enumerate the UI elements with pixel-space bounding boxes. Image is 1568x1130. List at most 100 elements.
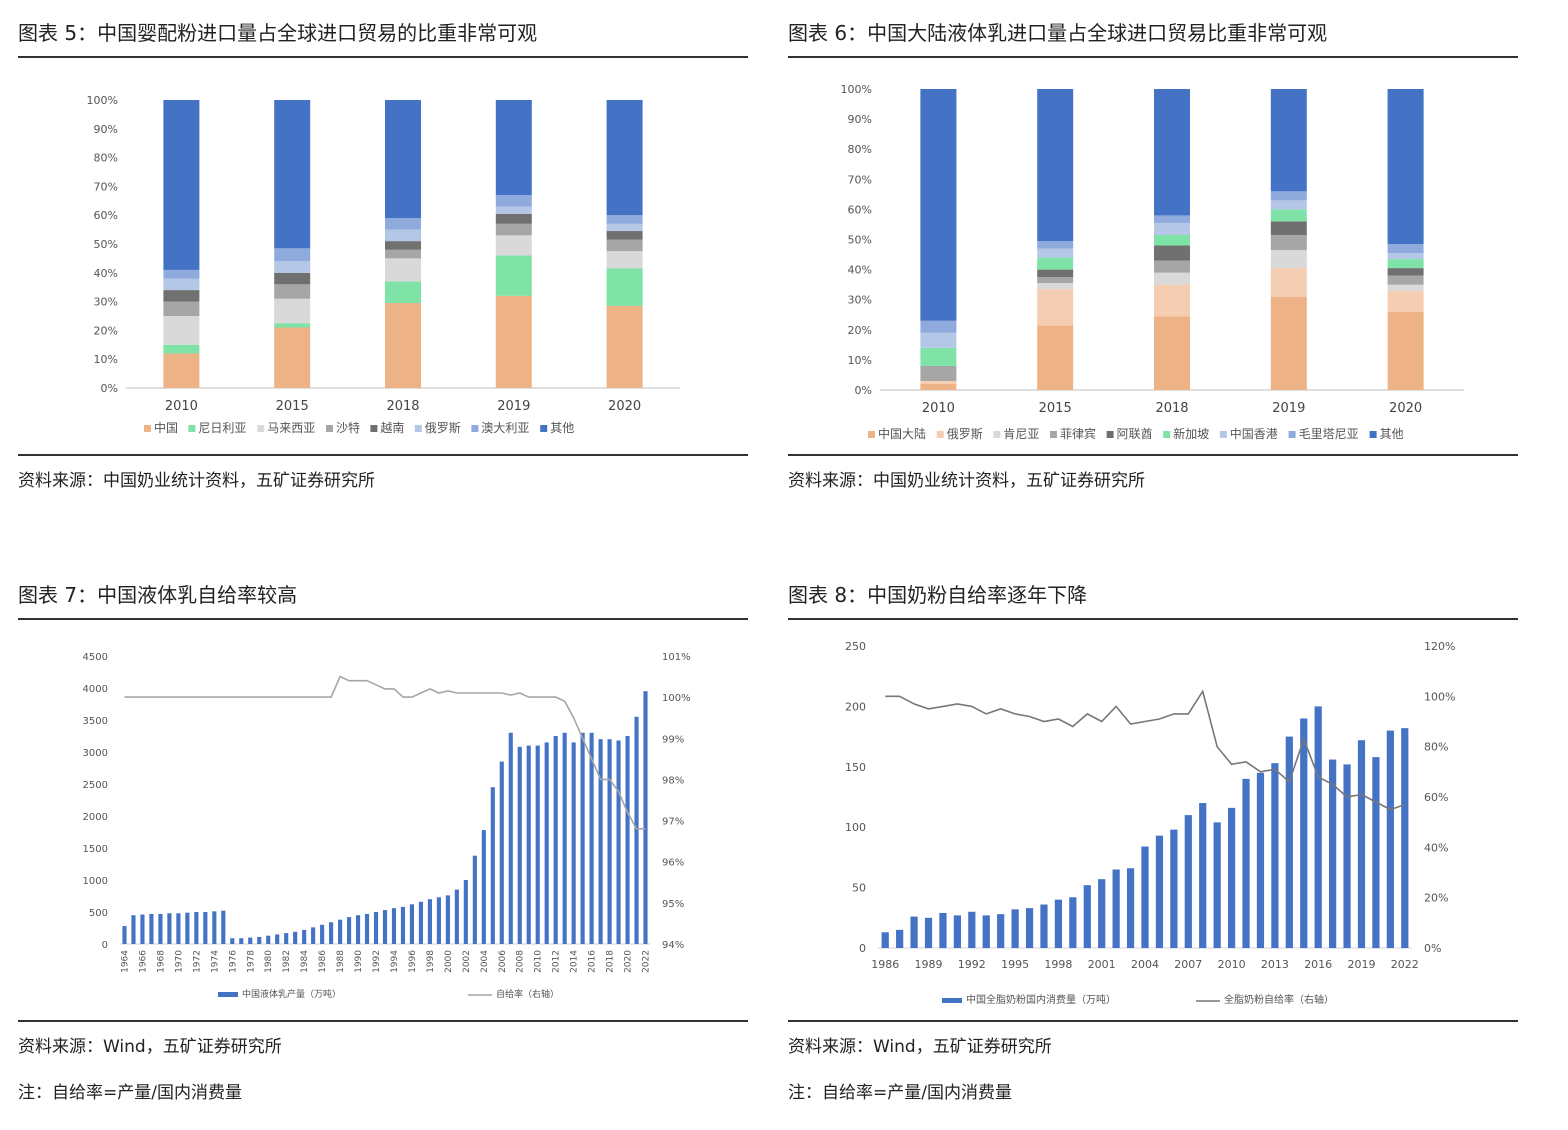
bar: [409, 904, 415, 944]
panel-chart-8: 图表 8：中国奶粉自给率逐年下降 0 50 100 150 200 250 0% 20% 40%…: [788, 580, 1518, 1057]
bar: [382, 910, 388, 944]
bar-segment: [1037, 269, 1074, 278]
chart-6-title: 图表 6：中国大陆液体乳进口量占全球进口贸易比重非常可观: [788, 21, 1328, 45]
y-tick-label: 80%: [94, 152, 118, 165]
bar: [1155, 835, 1164, 948]
x-tick-label: 1980: [264, 950, 274, 973]
bar: [571, 742, 576, 944]
x-tick-label: 2020: [608, 399, 641, 414]
legend-swatch-bar: [942, 998, 962, 1003]
legend-swatch: [1163, 431, 1171, 438]
bar-segment: [1270, 200, 1307, 210]
bar-segment: [606, 223, 643, 232]
bar: [257, 936, 262, 944]
bar-segment: [1154, 260, 1190, 273]
bar-segment: [495, 195, 532, 207]
x-tick-label: 1982: [282, 950, 292, 973]
x-tick-label: 1970: [174, 950, 184, 973]
y-right-tick-label: 0%: [1424, 942, 1441, 955]
bar: [1300, 718, 1308, 948]
bar-segment: [920, 332, 957, 348]
bar-segment: [274, 323, 311, 328]
x-tick-label: 2018: [1155, 401, 1188, 416]
bar-segment: [920, 383, 957, 390]
bar-segment: [274, 261, 311, 273]
bar: [1343, 764, 1351, 948]
bar-segment: [495, 235, 532, 256]
y-tick-label: 60%: [94, 209, 118, 222]
y-right-tick-label: 101%: [662, 652, 691, 663]
y-right-tick-label: 40%: [1424, 841, 1448, 854]
y-left-tick-label: 4000: [83, 684, 108, 695]
title-divider: [18, 56, 748, 58]
bar: [149, 913, 154, 944]
bar: [302, 929, 307, 944]
bar: [589, 732, 594, 944]
bar-segment: [1270, 250, 1307, 269]
bar: [1083, 885, 1091, 948]
y-left-tick-label: 2000: [83, 812, 108, 823]
y-right-tick-label: 97%: [662, 817, 684, 828]
bar-segment: [1270, 296, 1307, 390]
panel-chart-5: 图表 5：中国婴配粉进口量占全球进口贸易的比重非常可观 0% 10% 20% 30% 4…: [18, 18, 748, 491]
bar-segment: [1037, 277, 1074, 284]
bar: [140, 914, 145, 944]
y-left-tick-label: 1000: [83, 876, 108, 887]
x-tick-label: 2016: [1304, 958, 1332, 971]
self-sufficiency-line: [124, 675, 646, 830]
x-tick-label: 1996: [408, 950, 418, 973]
x-tick-label: 1976: [228, 950, 238, 973]
bar: [881, 932, 889, 948]
bar: [266, 935, 271, 944]
bar-segment: [495, 213, 532, 224]
bar-segment: [1270, 234, 1307, 251]
legend-swatch: [1050, 431, 1057, 438]
legend-swatch: [868, 431, 875, 438]
y-left-tick-label: 500: [89, 908, 108, 919]
bar-segment: [920, 347, 957, 366]
chart-8-title: 图表 8：中国奶粉自给率逐年下降: [788, 583, 1088, 607]
bar-segment: [606, 231, 643, 240]
bar: [311, 927, 316, 944]
bar: [427, 899, 432, 944]
legend-swatch: [1106, 431, 1114, 438]
bar-segment: [1154, 89, 1190, 216]
bar-segment: [606, 251, 643, 269]
y-tick-label: 10%: [848, 354, 872, 367]
y-tick-label: 80%: [848, 143, 872, 156]
bar-segment: [606, 305, 643, 388]
y-left-tick-label: 4500: [83, 652, 108, 663]
bar: [939, 912, 947, 948]
x-tick-label: 2006: [498, 950, 508, 973]
bar-segment: [495, 100, 532, 196]
bar-segment: [385, 100, 421, 219]
chart-5-svg: 0% 10% 20% 30% 40% 50% 60% 70% 80% 90% 100% 2010 201…: [87, 94, 680, 435]
y-left-tick-label: 0: [859, 942, 866, 955]
x-tick-label: 2019: [1272, 401, 1305, 416]
x-tick-label: 1998: [1044, 958, 1072, 971]
bar-segment: [274, 100, 311, 249]
bar: [131, 915, 136, 944]
y-right-tick-label: 94%: [662, 940, 684, 951]
bar: [607, 739, 612, 944]
bar-segment: [274, 327, 311, 388]
bar: [1372, 757, 1380, 948]
y-tick-label: 10%: [94, 353, 118, 366]
x-tick-label: 2013: [1261, 958, 1289, 971]
y-right-tick-label: 20%: [1424, 892, 1448, 905]
bar: [239, 938, 244, 944]
source-divider: [788, 454, 1518, 456]
bar: [275, 934, 280, 944]
bar: [176, 913, 181, 944]
bar-segment: [1154, 272, 1190, 285]
legend-label: 中国: [154, 420, 178, 435]
y-right-tick-label: 95%: [662, 899, 684, 910]
legend-swatch: [1219, 431, 1227, 438]
bar: [158, 913, 163, 944]
y-right-tick-label: 99%: [662, 734, 684, 745]
x-tick-label: 2007: [1174, 958, 1202, 971]
bar-segment: [163, 353, 200, 388]
bar-segment: [1154, 234, 1190, 246]
bar: [1285, 736, 1293, 948]
bar-segment: [495, 223, 532, 236]
